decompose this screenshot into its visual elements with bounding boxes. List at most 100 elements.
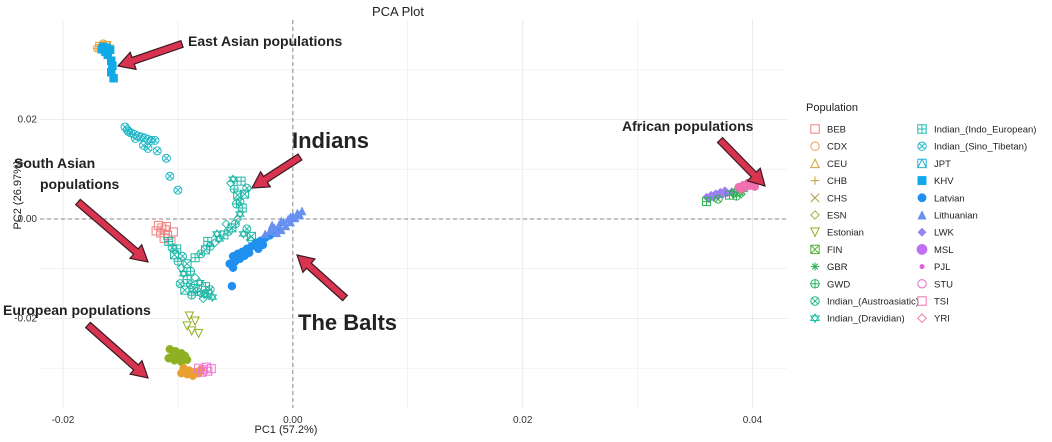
annotation-label: African populations xyxy=(622,118,754,134)
data-point xyxy=(193,328,204,339)
legend-entry-label: PJL xyxy=(934,262,950,273)
legend-entry-label: Indian_(Sino_Tibetan) xyxy=(934,142,1027,153)
data-point xyxy=(159,233,169,243)
data-point xyxy=(156,228,166,238)
data-point xyxy=(242,183,252,193)
x-tick-label: 0.04 xyxy=(743,415,763,426)
data-point xyxy=(197,367,207,377)
y-tick-label: -0.02 xyxy=(14,313,37,324)
legend-entry-label: Indian_(Indo_European) xyxy=(934,125,1036,136)
data-point xyxy=(236,176,246,186)
data-point xyxy=(734,182,743,192)
legend-entry-label: JPT xyxy=(934,159,951,170)
legend-key xyxy=(810,279,820,289)
legend-key xyxy=(917,313,927,324)
data-point xyxy=(186,326,197,337)
legend-key xyxy=(809,227,821,238)
x-tick-label: 0.00 xyxy=(283,415,303,426)
legend-entry-label: Latvian xyxy=(934,193,965,204)
x-tick-label: 0.02 xyxy=(513,415,533,426)
legend-key xyxy=(917,193,927,203)
legend-key xyxy=(916,243,928,255)
y-axis-label: PC2 (26.97%) xyxy=(12,160,24,229)
data-point xyxy=(258,240,268,250)
data-point xyxy=(168,227,178,237)
data-point xyxy=(207,292,218,302)
data-point xyxy=(276,216,286,226)
annotation-arrow xyxy=(116,39,184,71)
annotation-arrow xyxy=(84,321,149,379)
annotation-label: European populations xyxy=(3,302,151,318)
legend-entry-label: Indian_(Dravidian) xyxy=(827,314,905,325)
legend-entry-label: CEU xyxy=(827,159,847,170)
legend-key xyxy=(917,210,927,220)
annotation-label: East Asian populations xyxy=(188,33,342,49)
annotation-arrow xyxy=(250,153,303,189)
data-point xyxy=(713,194,723,204)
x-axis-label: PC1 (57.2%) xyxy=(255,424,318,436)
annotation-label: South Asian xyxy=(14,155,95,171)
legend-entry-label: STU xyxy=(934,279,953,290)
legend-key xyxy=(917,141,927,151)
annotation-arrow xyxy=(296,254,349,302)
legend-key xyxy=(810,124,820,134)
data-point xyxy=(228,174,238,185)
data-point xyxy=(161,153,171,163)
data-points xyxy=(92,39,760,380)
data-point xyxy=(203,366,213,376)
data-point xyxy=(286,212,295,222)
data-point xyxy=(150,135,160,145)
data-point xyxy=(177,368,186,378)
grid-lines xyxy=(40,20,787,408)
legend-key xyxy=(916,158,928,169)
data-point xyxy=(184,311,195,322)
data-point xyxy=(173,185,183,195)
legend-key xyxy=(917,296,927,306)
data-point xyxy=(109,73,118,83)
data-point xyxy=(152,146,162,156)
data-point xyxy=(203,236,213,246)
legend-entry-label: CHS xyxy=(827,193,847,204)
annotation-label: The Balts xyxy=(298,310,397,335)
annotation-arrow xyxy=(74,198,149,263)
legend-entry-label: Indian_(Austroasiatic) xyxy=(827,297,919,308)
legend-key xyxy=(809,158,821,169)
data-point xyxy=(151,226,161,236)
data-point xyxy=(143,143,153,153)
y-tick-label: 0.02 xyxy=(18,114,38,125)
legend-key xyxy=(810,296,820,306)
legend-key xyxy=(810,193,820,203)
data-point xyxy=(170,355,179,365)
annotations: East Asian populations Indians African pop… xyxy=(3,33,754,335)
data-point xyxy=(232,199,242,209)
tick-labels: -0.02 0.00 0.02 0.04 -0.02 0.00 0.02 xyxy=(14,114,762,426)
legend-entry-label: GBR xyxy=(827,262,848,273)
data-point xyxy=(206,364,216,374)
data-point xyxy=(190,253,200,263)
legend-key xyxy=(917,227,927,237)
legend-key xyxy=(917,279,927,289)
data-point xyxy=(180,285,190,295)
legend-entry-label: CHB xyxy=(827,176,847,187)
legend-title: Population xyxy=(806,102,858,114)
annotation-arrows xyxy=(74,39,766,379)
legend-entry-label: BEB xyxy=(827,125,846,136)
data-point xyxy=(163,230,173,240)
annotation-arrow xyxy=(716,136,766,187)
data-point xyxy=(720,186,730,195)
data-point xyxy=(228,263,238,272)
data-point xyxy=(186,266,196,276)
legend-entry-label: LWK xyxy=(934,228,955,239)
data-point xyxy=(130,133,140,143)
data-point xyxy=(702,197,712,207)
legend-entry-label: FIN xyxy=(827,245,842,256)
legend-entry-label: TSI xyxy=(934,297,949,308)
data-point xyxy=(190,272,200,283)
legend-key xyxy=(917,176,927,186)
data-point xyxy=(173,256,183,266)
y-tick-label: 0.00 xyxy=(18,214,38,225)
data-point xyxy=(157,223,167,233)
chart-title: PCA Plot xyxy=(372,4,424,19)
